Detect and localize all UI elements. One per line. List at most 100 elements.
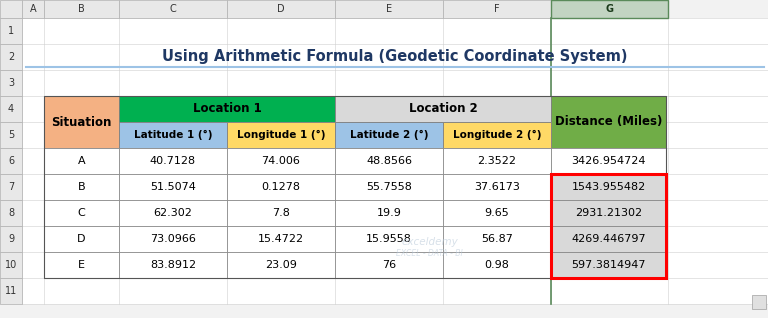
Bar (227, 252, 335, 278)
Bar (44, 200, 119, 226)
Text: 10: 10 (5, 260, 17, 270)
Text: F: F (494, 4, 500, 14)
Bar (0, 174, 22, 200)
Bar (443, 226, 551, 252)
Text: Longitude 2 (°): Longitude 2 (°) (453, 130, 541, 140)
Text: D: D (78, 234, 86, 244)
Text: A: A (30, 4, 36, 14)
Text: 4: 4 (8, 104, 14, 114)
Text: 2931.21302: 2931.21302 (575, 208, 642, 218)
Text: 0.98: 0.98 (485, 260, 509, 270)
Text: 597.3814947: 597.3814947 (571, 260, 646, 270)
Text: 7.8: 7.8 (272, 208, 290, 218)
Bar (551, 174, 666, 278)
Bar (44, 0, 119, 18)
Bar (752, 295, 766, 309)
Text: 0.1278: 0.1278 (261, 182, 300, 192)
Text: 62.302: 62.302 (154, 208, 193, 218)
Text: Location 2: Location 2 (409, 102, 478, 115)
Bar (119, 96, 335, 122)
Bar (335, 148, 443, 174)
Text: E: E (78, 260, 85, 270)
Bar (22, 0, 44, 18)
Text: 37.6173: 37.6173 (474, 182, 520, 192)
Text: 15.9558: 15.9558 (366, 234, 412, 244)
Text: A: A (78, 156, 85, 166)
Text: 11: 11 (5, 286, 17, 296)
Text: 55.7558: 55.7558 (366, 182, 412, 192)
Bar (335, 226, 443, 252)
Text: B: B (78, 182, 85, 192)
Text: C: C (170, 4, 177, 14)
Text: 76: 76 (382, 260, 396, 270)
Text: C: C (78, 208, 85, 218)
Text: 4269.446797: 4269.446797 (571, 234, 646, 244)
Bar (227, 174, 335, 200)
Bar (551, 200, 666, 226)
Text: 6: 6 (8, 156, 14, 166)
Bar (119, 252, 227, 278)
Bar (443, 122, 551, 148)
Bar (443, 252, 551, 278)
Bar (0, 70, 22, 96)
Text: Location 1: Location 1 (193, 102, 261, 115)
Bar (0, 200, 22, 226)
Bar (44, 96, 666, 278)
Bar (44, 148, 119, 174)
Bar (0, 0, 22, 18)
Text: Distance (Miles): Distance (Miles) (554, 115, 662, 128)
Bar (443, 148, 551, 174)
Bar (44, 96, 119, 148)
Bar (0, 252, 22, 278)
Bar (119, 226, 227, 252)
Text: 74.006: 74.006 (262, 156, 300, 166)
Bar (0, 278, 22, 304)
Bar (443, 200, 551, 226)
Bar (44, 226, 119, 252)
Bar (0, 96, 22, 122)
Text: 15.4722: 15.4722 (258, 234, 304, 244)
Text: 5: 5 (8, 130, 14, 140)
Bar (119, 148, 227, 174)
Text: Latitude 2 (°): Latitude 2 (°) (349, 130, 429, 140)
Text: 7: 7 (8, 182, 14, 192)
Bar (119, 174, 227, 200)
Bar (335, 174, 443, 200)
Bar (335, 96, 551, 122)
Text: 83.8912: 83.8912 (150, 260, 196, 270)
Bar (0, 226, 22, 252)
Text: Longitude 1 (°): Longitude 1 (°) (237, 130, 326, 140)
Bar (335, 0, 443, 18)
Bar (443, 174, 551, 200)
Text: Latitude 1 (°): Latitude 1 (°) (134, 130, 212, 140)
Text: 2.3522: 2.3522 (478, 156, 517, 166)
Bar (0, 148, 22, 174)
Text: 56.87: 56.87 (481, 234, 513, 244)
Text: 23.09: 23.09 (265, 260, 297, 270)
Text: E: E (386, 4, 392, 14)
Bar (119, 200, 227, 226)
Text: Using Arithmetic Formula (Geodetic Coordinate System): Using Arithmetic Formula (Geodetic Coord… (162, 50, 627, 65)
Text: 2: 2 (8, 52, 14, 62)
Bar (335, 122, 443, 148)
Bar (551, 0, 668, 18)
Text: 40.7128: 40.7128 (150, 156, 196, 166)
Bar (551, 252, 666, 278)
Text: 1543.955482: 1543.955482 (571, 182, 646, 192)
Bar (335, 252, 443, 278)
Text: 73.0966: 73.0966 (150, 234, 196, 244)
Bar (227, 148, 335, 174)
Bar (551, 226, 666, 252)
Text: 51.5074: 51.5074 (150, 182, 196, 192)
Bar (335, 200, 443, 226)
Bar (227, 0, 335, 18)
Bar (551, 96, 666, 148)
Bar (44, 252, 119, 278)
Text: D: D (277, 4, 285, 14)
Text: 8: 8 (8, 208, 14, 218)
Text: 19.9: 19.9 (376, 208, 402, 218)
Text: B: B (78, 4, 85, 14)
Text: 9.65: 9.65 (485, 208, 509, 218)
Bar (0, 44, 22, 70)
Text: EXCEL - DATA - BI: EXCEL - DATA - BI (396, 248, 463, 258)
